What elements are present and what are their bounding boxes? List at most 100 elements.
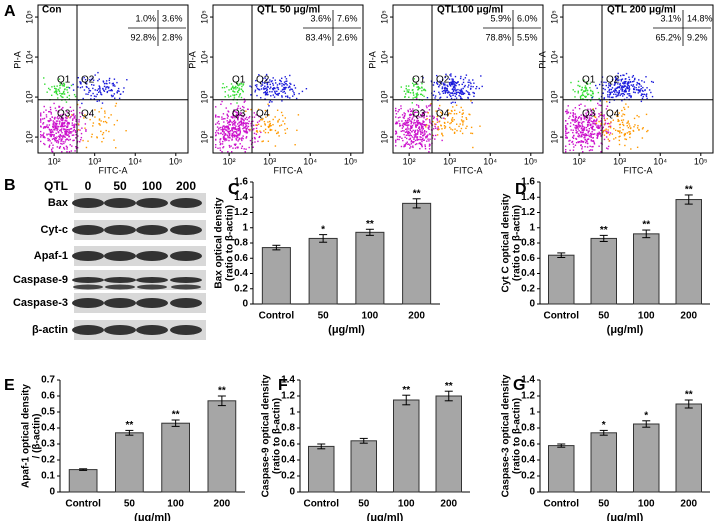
bar — [308, 237, 338, 305]
event-dot — [232, 120, 235, 123]
event-dot — [52, 144, 54, 146]
event-dot — [596, 134, 598, 136]
event-dot — [571, 140, 574, 143]
panel-label: E — [4, 377, 15, 394]
event-dot — [254, 141, 256, 143]
event-dot — [629, 131, 631, 133]
event-dot — [49, 118, 51, 120]
event-dot — [272, 118, 274, 121]
event-dot — [420, 143, 422, 146]
event-dot — [440, 82, 443, 84]
event-dot — [54, 122, 57, 125]
event-dot — [421, 82, 423, 85]
event-dot — [395, 132, 398, 134]
event-dot — [569, 149, 571, 152]
event-dot — [450, 102, 453, 104]
event-dot — [117, 87, 120, 90]
event-dot — [621, 78, 624, 80]
event-dot — [640, 88, 642, 90]
event-dot — [433, 116, 435, 118]
event-dot — [408, 89, 410, 91]
event-dot — [605, 130, 607, 132]
event-dot — [404, 114, 406, 117]
event-dot — [245, 148, 247, 150]
event-dot — [51, 116, 54, 118]
event-dot — [44, 136, 46, 139]
event-dot — [258, 136, 260, 139]
event-dot — [575, 141, 578, 144]
event-dot — [224, 117, 226, 120]
event-dot — [403, 122, 406, 124]
event-dot — [93, 84, 95, 86]
event-dot — [238, 121, 241, 123]
event-dot — [584, 134, 587, 137]
event-dot — [233, 87, 235, 89]
event-dot — [43, 117, 46, 120]
event-dot — [436, 134, 439, 136]
event-dot — [105, 80, 108, 82]
event-dot — [63, 129, 65, 131]
event-dot — [420, 133, 422, 135]
event-dot — [409, 147, 411, 149]
panel-title: QTL 50 μg/ml — [257, 5, 320, 16]
event-dot — [60, 142, 62, 145]
event-dot — [426, 136, 428, 138]
event-dot — [305, 87, 308, 90]
event-dot — [585, 119, 588, 121]
event-dot — [406, 130, 408, 132]
event-dot — [627, 126, 630, 129]
event-dot — [95, 95, 97, 98]
event-dot — [603, 97, 606, 99]
event-dot — [230, 116, 232, 118]
event-dot — [422, 111, 424, 114]
event-dot — [57, 120, 59, 122]
error-bar — [365, 228, 374, 236]
event-dot — [271, 101, 273, 103]
event-dot — [222, 128, 224, 131]
y-axis-label: Apaf-1 optical density — [21, 384, 32, 488]
event-dot — [576, 132, 578, 134]
event-dot — [586, 129, 588, 132]
event-dot — [64, 130, 66, 133]
event-dot — [83, 76, 85, 79]
event-dot — [235, 135, 238, 137]
event-dot — [96, 136, 98, 138]
event-dot — [64, 125, 66, 127]
x-axis-label: FITC-A — [99, 165, 128, 175]
event-dot — [239, 120, 242, 123]
event-dot — [465, 74, 468, 76]
event-dot — [466, 91, 469, 93]
event-dot — [250, 86, 253, 88]
event-dot — [453, 119, 455, 121]
event-dot — [406, 141, 408, 143]
event-dot — [413, 85, 415, 87]
event-dot — [272, 87, 275, 90]
event-dot — [618, 123, 621, 126]
event-dot — [229, 130, 232, 132]
event-dot — [60, 140, 62, 142]
event-dot — [285, 80, 287, 83]
event-dot — [43, 132, 45, 134]
event-dot — [261, 84, 264, 86]
event-dot — [473, 92, 475, 95]
event-dot — [624, 138, 626, 140]
bar — [435, 395, 462, 493]
event-dot — [55, 132, 57, 135]
event-dot — [61, 116, 64, 119]
event-dot — [444, 126, 447, 128]
event-dot — [215, 132, 217, 134]
event-dot — [238, 94, 241, 96]
event-dot — [568, 143, 571, 146]
event-dot — [52, 120, 54, 122]
quadrant-label: Q1 — [232, 74, 246, 85]
event-dot — [281, 114, 284, 117]
event-dot — [231, 121, 233, 124]
event-dot — [54, 140, 56, 142]
event-dot — [621, 86, 623, 88]
event-dot — [471, 132, 474, 135]
quadrant-label: Q4 — [606, 108, 620, 119]
event-dot — [73, 93, 76, 96]
event-dot — [56, 93, 59, 96]
event-dot — [85, 146, 88, 149]
quadrant-percentage: 2.6% — [337, 32, 358, 42]
